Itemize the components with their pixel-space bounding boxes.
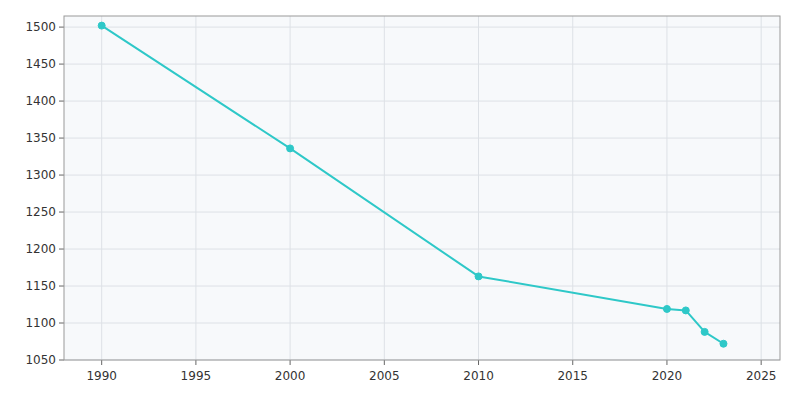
x-grid-line (195, 16, 196, 360)
y-grid-line (64, 212, 780, 213)
y-grid-line (64, 249, 780, 250)
x-tick-label: 1995 (181, 369, 212, 383)
y-tick (59, 249, 64, 250)
x-grid-line (478, 16, 479, 360)
y-tick-label: 1350 (25, 131, 56, 145)
point (720, 340, 727, 347)
y-grid-line (64, 323, 780, 324)
x-tick (195, 360, 196, 365)
grid (64, 16, 780, 360)
x-tick-label: 2005 (369, 369, 400, 383)
x-grid-line (761, 16, 762, 360)
point (475, 273, 482, 280)
y-tick (59, 323, 64, 324)
y-tick-label: 1400 (25, 94, 56, 108)
x-tick (761, 360, 762, 365)
y-grid-line (64, 286, 780, 287)
y-grid-line (64, 64, 780, 65)
x-tick (666, 360, 667, 365)
series (98, 22, 727, 347)
point (663, 305, 670, 312)
chart-container: 1050 1100 1150 1200 1250 1300 1350 1400 1450 1500… (0, 0, 800, 400)
axes: 1050 1100 1150 1200 1250 1300 1350 1400 1450 1500… (25, 20, 776, 383)
x-tick-label: 1990 (86, 369, 117, 383)
x-tick (290, 360, 291, 365)
x-tick-label: 2000 (275, 369, 306, 383)
x-tick (572, 360, 573, 365)
y-tick (59, 64, 64, 65)
y-tick-label: 1050 (25, 353, 56, 367)
y-tick-label: 1500 (25, 20, 56, 34)
y-tick (59, 101, 64, 102)
y-tick-label: 1100 (25, 316, 56, 330)
line (102, 26, 724, 344)
x-tick-label: 2025 (746, 369, 777, 383)
y-tick-label: 1450 (25, 57, 56, 71)
point (287, 145, 294, 152)
x-tick (384, 360, 385, 365)
plot-frame (64, 16, 780, 360)
x-tick-label: 2015 (557, 369, 588, 383)
y-tick-label: 1250 (25, 205, 56, 219)
y-grid-line (64, 27, 780, 28)
y-tick (59, 212, 64, 213)
x-grid-line (101, 16, 102, 360)
y-tick (59, 138, 64, 139)
x-grid-line (572, 16, 573, 360)
y-tick (59, 360, 64, 361)
point (682, 307, 689, 314)
plot-background (64, 16, 780, 360)
y-tick-label: 1300 (25, 168, 56, 182)
x-grid-line (384, 16, 385, 360)
point (701, 328, 708, 335)
y-tick (59, 286, 64, 287)
x-tick-label: 2010 (463, 369, 494, 383)
y-grid-line (64, 101, 780, 102)
y-tick (59, 175, 64, 176)
y-grid-line (64, 138, 780, 139)
x-tick (101, 360, 102, 365)
y-tick (59, 27, 64, 28)
x-tick (478, 360, 479, 365)
x-tick-label: 2020 (652, 369, 683, 383)
x-grid-line (290, 16, 291, 360)
y-tick-label: 1200 (25, 242, 56, 256)
chart-svg: 1050 1100 1150 1200 1250 1300 1350 1400 1450 1500… (0, 0, 800, 400)
point (98, 22, 105, 29)
y-grid-line (64, 175, 780, 176)
y-tick-label: 1150 (25, 279, 56, 293)
